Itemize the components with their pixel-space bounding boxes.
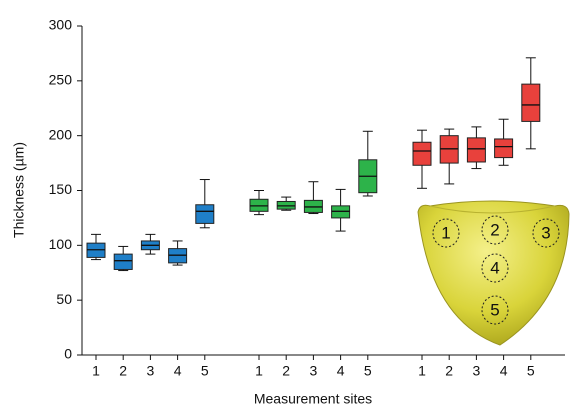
site-circle [481,253,509,283]
y-tick-label: 250 [49,72,73,88]
y-tick-label: 300 [49,17,73,33]
site-circle [481,215,509,245]
site-label: 5 [490,300,499,319]
box [494,138,514,159]
box [521,83,541,122]
box [466,137,486,163]
x-tick-label: 5 [364,363,372,379]
site-label: 2 [490,220,499,239]
x-tick-label: 3 [310,363,318,379]
x-tick-label: 2 [119,363,127,379]
x-tick-label: 1 [92,363,100,379]
x-tick-label: 4 [174,363,182,379]
y-tick-label: 200 [49,126,73,142]
x-tick-label: 3 [473,363,481,379]
site-circle [532,218,560,248]
box [195,204,215,224]
y-tick-label: 100 [49,236,73,252]
site-label: 4 [490,258,499,277]
y-axis-label: Thickness (µm) [11,142,27,238]
site-label: 1 [441,223,450,242]
y-tick-label: 150 [49,181,73,197]
site-label: 3 [541,223,550,242]
box [113,253,133,270]
y-tick-label: 0 [64,346,72,362]
site-circle [432,218,460,248]
x-tick-label: 4 [337,363,345,379]
x-tick-label: 2 [282,363,290,379]
x-tick-label: 3 [147,363,155,379]
x-tick-label: 1 [418,363,426,379]
inset-bowl [417,200,570,346]
y-tick-label: 50 [56,291,72,307]
x-tick-label: 5 [527,363,535,379]
x-tick-label: 1 [255,363,263,379]
x-tick-label: 5 [201,363,209,379]
site-circle [481,295,509,325]
x-axis-label: Measurement sites [254,391,372,407]
x-tick-label: 4 [500,363,508,379]
x-tick-label: 2 [445,363,453,379]
box [412,141,432,166]
